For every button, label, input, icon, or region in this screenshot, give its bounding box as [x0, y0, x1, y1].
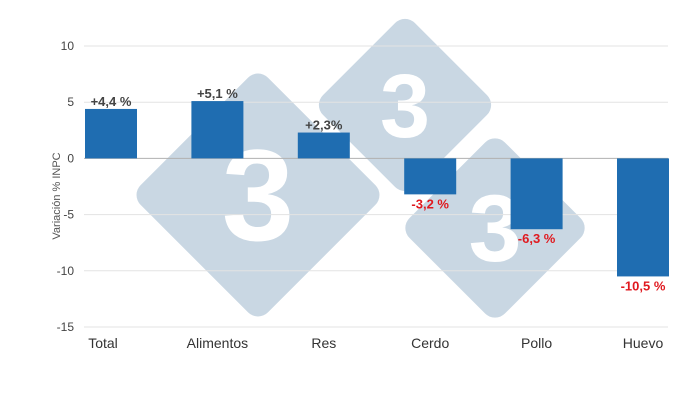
y-tick-label: -5 [63, 208, 74, 222]
watermark-glyph: 3 [380, 57, 430, 157]
watermark-diamond: 3 [318, 18, 492, 192]
y-tick-label: 0 [67, 151, 74, 165]
y-tick-label: 10 [61, 39, 75, 53]
x-tick-label: Res [311, 335, 336, 351]
data-label-pollo: -6,3 % [518, 231, 556, 246]
bar-pollo [510, 158, 563, 230]
data-label-total: +4,4 % [91, 94, 132, 109]
y-axis-label: Variación % INPC [51, 152, 63, 239]
bar-res [297, 132, 350, 159]
bars [85, 101, 669, 277]
data-labels: +4,4 % +5,1 % +2,3% -3,2 % -6,3 % -10,5 % [91, 86, 666, 293]
data-label-res: +2,3% [305, 118, 343, 133]
x-tick-label: Total [88, 335, 118, 351]
bar-cerdo [404, 158, 457, 195]
y-tick-label: -15 [57, 320, 75, 334]
bar-alimentos [191, 101, 244, 159]
x-tick-label: Pollo [521, 335, 552, 351]
x-axis: Total Alimentos Res Cerdo Pollo Huevo [88, 335, 663, 351]
data-label-cerdo: -3,2 % [411, 196, 449, 211]
data-label-alimentos: +5,1 % [197, 86, 238, 101]
data-label-huevo: -10,5 % [621, 278, 666, 293]
bar-total [85, 108, 137, 159]
x-tick-label: Huevo [623, 335, 664, 351]
x-tick-label: Alimentos [187, 335, 248, 351]
gridlines [84, 45, 668, 328]
bar-huevo [617, 158, 669, 277]
x-tick-label: Cerdo [411, 335, 449, 351]
y-tick-label: -10 [57, 264, 75, 278]
y-tick-label: 5 [67, 95, 74, 109]
y-axis: 10 5 0 -5 -10 -15 [57, 39, 75, 334]
